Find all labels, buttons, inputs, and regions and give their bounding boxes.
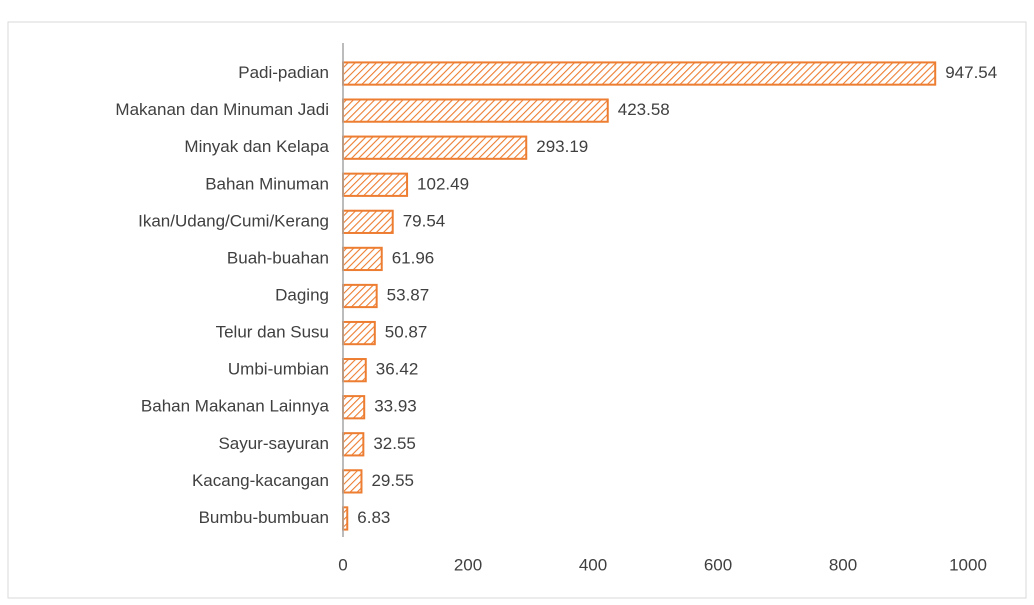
bar <box>342 135 528 160</box>
y-tick-label: Ikan/Udang/Cumi/Kerang <box>138 211 329 230</box>
y-tick-label: Bumbu-bumbuan <box>199 508 329 527</box>
x-tick-label: 800 <box>829 555 857 574</box>
y-tick-label: Bahan Makanan Lainnya <box>141 397 330 416</box>
x-tick-label: 600 <box>704 555 732 574</box>
y-tick-label: Daging <box>275 285 329 304</box>
bar <box>342 395 366 420</box>
y-tick-label: Sayur-sayuran <box>218 434 329 453</box>
chart-frame <box>7 21 1027 599</box>
data-label: 33.93 <box>374 397 417 416</box>
x-tick-label: 0 <box>338 555 347 574</box>
data-label: 79.54 <box>403 211 446 230</box>
data-label: 293.19 <box>536 137 588 156</box>
y-tick-label: Kacang-kacangan <box>192 471 329 490</box>
data-label: 29.55 <box>371 471 414 490</box>
x-tick-label: 200 <box>454 555 482 574</box>
y-tick-label: Telur dan Susu <box>216 323 329 342</box>
data-label: 6.83 <box>357 508 390 527</box>
bar <box>342 246 383 272</box>
x-tick-label: 400 <box>579 555 607 574</box>
bar <box>342 358 367 383</box>
y-tick-label: Padi-padian <box>238 63 329 82</box>
data-label: 947.54 <box>945 63 997 82</box>
y-tick-label: Umbi-umbian <box>228 360 329 379</box>
y-tick-label: Minyak dan Kelapa <box>184 137 329 156</box>
y-tick-label: Makanan dan Minuman Jadi <box>115 100 329 119</box>
data-label: 36.42 <box>376 360 419 379</box>
data-label: 53.87 <box>387 285 430 304</box>
y-tick-label: Buah-buahan <box>227 248 329 267</box>
bar <box>342 98 609 123</box>
bar <box>342 320 376 346</box>
bar <box>342 432 365 457</box>
data-label: 32.55 <box>373 434 416 453</box>
data-label: 61.96 <box>392 248 435 267</box>
x-tick-label: 1000 <box>949 555 987 574</box>
y-tick-label: Bahan Minuman <box>205 174 329 193</box>
bar <box>342 209 394 234</box>
bar <box>342 61 937 86</box>
bar <box>342 172 409 197</box>
bar <box>342 469 363 494</box>
bar <box>342 283 378 309</box>
data-label: 423.58 <box>618 100 670 119</box>
data-label: 50.87 <box>385 323 428 342</box>
data-label: 102.49 <box>417 174 469 193</box>
